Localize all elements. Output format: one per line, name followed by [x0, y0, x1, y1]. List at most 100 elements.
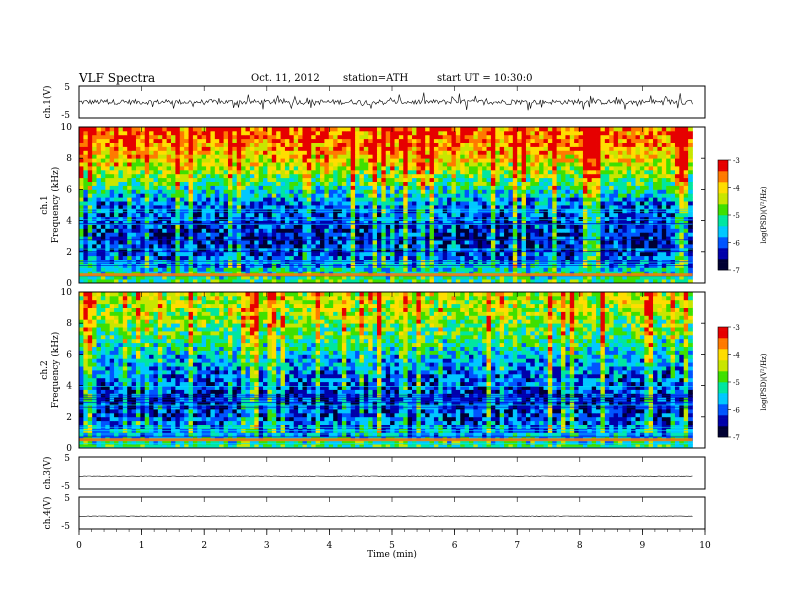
spectrogram-cell	[600, 177, 606, 182]
spectrogram-cell	[306, 173, 312, 179]
spectrogram-cell	[87, 185, 93, 190]
spectrogram-cell	[512, 224, 518, 229]
spectrogram-cell	[276, 228, 281, 233]
spectrogram-cell	[504, 162, 509, 167]
spectrogram-cell	[79, 177, 84, 182]
spectrogram-cell	[539, 177, 544, 182]
spectrogram-cell	[670, 177, 676, 182]
spectrogram-cell	[289, 150, 295, 155]
spectrogram-cell	[482, 158, 487, 163]
spectrogram-cell	[219, 201, 224, 206]
spectrogram-cell	[438, 220, 444, 225]
spectrogram-cell	[337, 197, 343, 202]
spectrogram-cell	[184, 220, 189, 225]
spectrogram-cell	[596, 247, 601, 253]
spectrogram-cell	[398, 240, 404, 245]
spectrogram-cell	[162, 279, 168, 284]
spectrogram-cell	[600, 232, 606, 237]
spectrogram-cell	[543, 154, 549, 159]
spectrogram-cell	[398, 279, 404, 284]
spectrogram-cell	[171, 185, 176, 190]
spectrogram-cell	[407, 150, 413, 155]
spectrogram-cell	[298, 240, 303, 245]
spectrogram-cell	[324, 212, 330, 218]
spectrogram-cell	[653, 236, 658, 241]
spectrogram-cell	[368, 228, 373, 233]
spectrogram-cell	[188, 228, 194, 233]
spectrogram-cell	[574, 150, 579, 155]
spectrogram-cell	[258, 162, 264, 167]
spectrogram-cell	[455, 185, 461, 190]
spectrogram-cell	[157, 166, 163, 171]
spectrogram-cell	[504, 216, 509, 221]
spectrogram-cell	[460, 267, 466, 272]
spectrogram-cell	[355, 177, 360, 182]
spectrogram-cell	[109, 146, 115, 151]
spectrogram-cell	[118, 279, 124, 284]
spectrogram-cell	[140, 212, 146, 218]
spectrogram-cell	[561, 197, 566, 202]
spectrogram-cell	[267, 177, 273, 182]
spectrogram-cell	[131, 158, 137, 163]
spectrogram-cell	[469, 177, 474, 182]
spectrogram-cell	[613, 193, 619, 198]
spectrogram-cell	[512, 150, 518, 155]
spectrogram-cell	[311, 162, 317, 167]
spectrogram-cell	[679, 251, 685, 257]
spectrogram-cell	[534, 169, 540, 175]
spectrogram-cell	[105, 267, 111, 272]
spectrogram-cell	[271, 173, 277, 179]
spectrogram-cell	[249, 169, 255, 175]
spectrogram-cell	[412, 247, 417, 253]
spectrogram-cell	[381, 169, 387, 175]
spectrogram-cell	[394, 189, 400, 194]
spectrogram-cell	[596, 197, 601, 202]
spectrogram-cell	[674, 212, 680, 218]
spectrogram-cell	[639, 197, 645, 202]
spectrogram-cell	[534, 197, 540, 202]
spectrogram-cell	[670, 146, 676, 151]
spectrogram-cell	[403, 251, 409, 257]
spectrogram-cell	[429, 220, 435, 225]
spectrogram-cell	[385, 244, 391, 249]
spectrogram-cell	[92, 154, 97, 159]
spectrogram-cell	[539, 150, 544, 155]
spectrogram-cell	[96, 158, 102, 163]
spectrogram-cell	[534, 173, 540, 179]
spectrogram-cell	[495, 158, 501, 163]
spectrogram-cell	[302, 236, 308, 241]
spectrogram-cell	[455, 279, 461, 284]
spectrogram-cell	[425, 228, 430, 233]
spectrogram-cell	[631, 166, 636, 171]
spectrogram-cell	[433, 181, 439, 186]
spectrogram-cell	[315, 158, 321, 163]
spectrogram-cell	[556, 255, 562, 260]
spectrogram-cell	[490, 189, 496, 194]
spectrogram-cell	[613, 244, 619, 249]
spectrogram-cell	[346, 205, 352, 210]
spectrogram-cell	[433, 240, 439, 245]
spectrogram-cell	[486, 166, 492, 171]
spectrogram-cell	[517, 185, 522, 190]
spectrogram-cell	[109, 216, 115, 221]
spectrogram-cell	[416, 193, 422, 198]
spectrogram-cell	[600, 236, 606, 241]
spectrogram-cell	[293, 216, 299, 221]
spectrogram-cell	[341, 251, 347, 257]
spectrogram-cell	[455, 197, 461, 202]
spectrogram-cell	[276, 154, 281, 159]
spectrogram-cell	[565, 251, 571, 257]
spectrogram-cell	[324, 244, 330, 249]
spectrogram-cell	[385, 232, 391, 237]
spectrogram-cell	[582, 201, 588, 206]
spectrogram-cell	[447, 154, 452, 159]
spectrogram-cell	[328, 162, 334, 167]
spectrogram-cell	[683, 169, 689, 175]
spectrogram-cell	[420, 232, 426, 237]
spectrogram-cell	[306, 247, 312, 253]
spectrogram-cell	[153, 154, 159, 159]
spectrogram-cell	[569, 173, 575, 179]
spectrogram-cell	[149, 154, 154, 159]
spectrogram-cell	[412, 279, 417, 284]
spectrogram-cell	[653, 205, 658, 210]
